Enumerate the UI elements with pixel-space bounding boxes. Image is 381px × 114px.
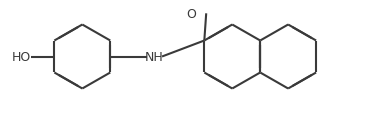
Text: NH: NH	[145, 51, 164, 63]
Text: O: O	[186, 8, 196, 21]
Text: HO: HO	[12, 51, 31, 63]
